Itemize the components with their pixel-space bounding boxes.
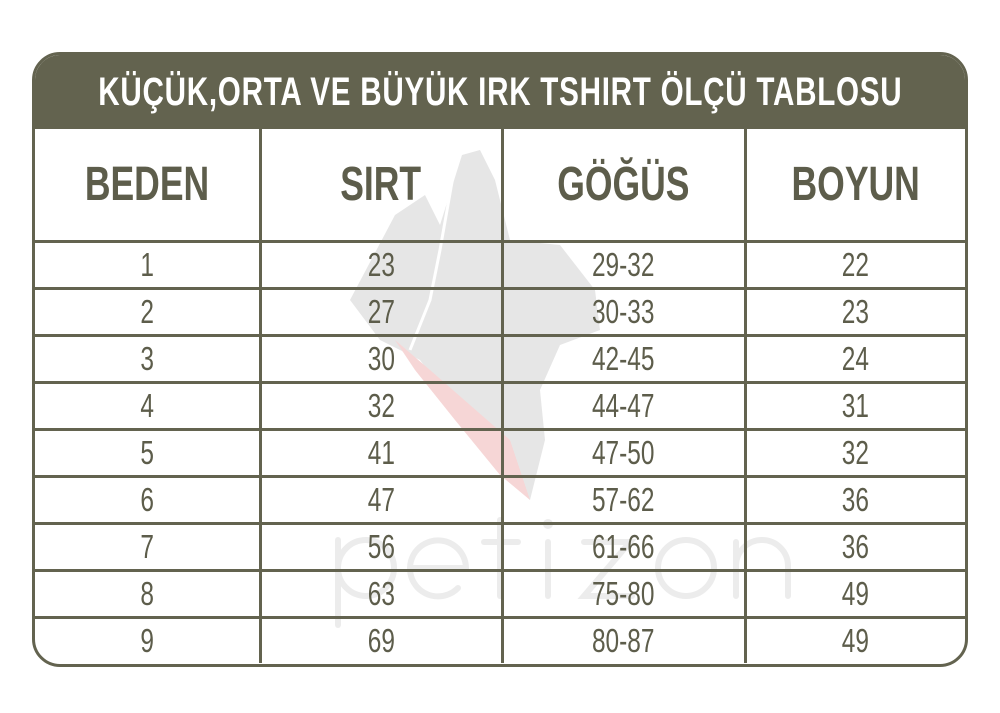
cell-boyun: 31 [743,381,965,431]
title-text: KÜÇÜK,ORTA VE BÜYÜK IRK TSHIRT ÖLÇÜ TABL… [97,69,903,114]
cell-gogus: 75-80 [500,569,747,619]
cell-beden: 9 [35,616,262,663]
cell-sirt: 56 [258,522,504,572]
table-row: 7 56 61-66 36 [35,522,965,572]
cell-sirt: 41 [258,428,504,478]
cell-boyun: 24 [743,334,965,384]
table-title: KÜÇÜK,ORTA VE BÜYÜK IRK TSHIRT ÖLÇÜ TABL… [35,55,965,129]
table-row: 6 47 57-62 36 [35,475,965,525]
cell-boyun: 23 [743,287,965,337]
column-header-boyun: BOYUN [743,129,965,243]
cell-gogus: 42-45 [500,334,747,384]
cell-beden: 7 [35,522,262,572]
cell-sirt: 69 [258,616,504,663]
size-chart-table: KÜÇÜK,ORTA VE BÜYÜK IRK TSHIRT ÖLÇÜ TABL… [32,52,968,667]
cell-sirt: 32 [258,381,504,431]
cell-beden: 2 [35,287,262,337]
cell-beden: 4 [35,381,262,431]
cell-sirt: 63 [258,569,504,619]
cell-beden: 8 [35,569,262,619]
table-row: 3 30 42-45 24 [35,334,965,384]
cell-boyun: 49 [743,569,965,619]
cell-boyun: 36 [743,522,965,572]
table-row: 5 41 47-50 32 [35,428,965,478]
cell-beden: 1 [35,240,262,290]
column-header-gogus: GÖĞÜS [500,129,747,243]
cell-gogus: 61-66 [500,522,747,572]
cell-gogus: 29-32 [500,240,747,290]
cell-beden: 5 [35,428,262,478]
cell-gogus: 30-33 [500,287,747,337]
table-row: 4 32 44-47 31 [35,381,965,431]
cell-sirt: 47 [258,475,504,525]
cell-gogus: 44-47 [500,381,747,431]
cell-boyun: 22 [743,240,965,290]
column-header-beden: BEDEN [35,129,262,243]
table-row: 8 63 75-80 49 [35,569,965,619]
cell-gogus: 57-62 [500,475,747,525]
cell-boyun: 36 [743,475,965,525]
cell-beden: 3 [35,334,262,384]
cell-sirt: 27 [258,287,504,337]
table-row: 1 23 29-32 22 [35,240,965,290]
table-row: 2 27 30-33 23 [35,287,965,337]
table-row: 9 69 80-87 49 [35,616,965,663]
cell-boyun: 32 [743,428,965,478]
cell-sirt: 30 [258,334,504,384]
column-header-sirt: SIRT [258,129,504,243]
cell-boyun: 49 [743,616,965,663]
cell-gogus: 80-87 [500,616,747,663]
cell-sirt: 23 [258,240,504,290]
cell-beden: 6 [35,475,262,525]
header-row: BEDEN SIRT GÖĞÜS BOYUN [35,129,965,243]
cell-gogus: 47-50 [500,428,747,478]
